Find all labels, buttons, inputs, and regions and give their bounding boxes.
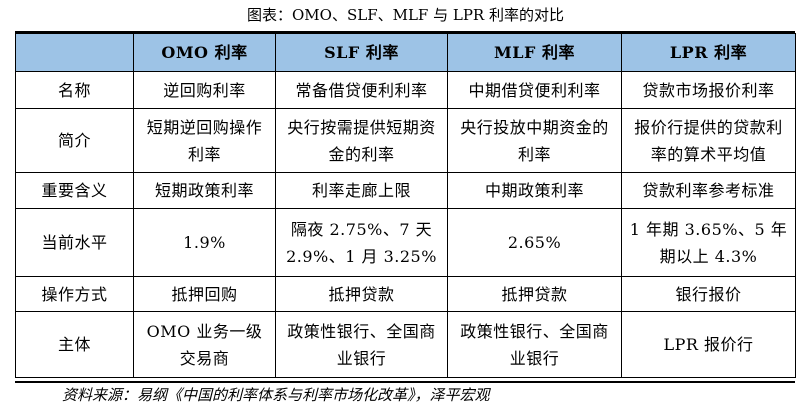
header-corner [15, 33, 134, 72]
table-cell: 抵押贷款 [275, 276, 448, 312]
table-cell: 抵押贷款 [447, 276, 622, 312]
table-row: 简介 短期逆回购操作利率 央行按需提供短期资金的利率 央行投放中期资金的利率 报… [15, 108, 796, 173]
table-cell: OMO 业务一级交易商 [133, 311, 276, 378]
row-label: 简介 [15, 108, 134, 173]
header-slf: SLF 利率 [275, 33, 448, 72]
table-cell: 报价行提供的贷款利率的算术平均值 [621, 108, 796, 173]
table-cell: 2.65% [447, 208, 622, 277]
table-caption: 图表：OMO、SLF、MLF 与 LPR 利率的对比 [247, 6, 564, 24]
row-label: 重要含义 [15, 172, 134, 209]
table-row: 名称 逆回购利率 常备借贷便利利率 中期借贷便利利率 贷款市场报价利率 [15, 71, 796, 109]
table-cell: 贷款利率参考标准 [621, 172, 796, 209]
table-cell: 短期逆回购操作利率 [133, 108, 276, 173]
table-row: 重要含义 短期政策利率 利率走廊上限 中期政策利率 贷款利率参考标准 [15, 172, 796, 209]
table-cell: 利率走廊上限 [275, 172, 448, 209]
row-label: 操作方式 [15, 276, 134, 312]
table-cell: 中期借贷便利利率 [447, 71, 622, 109]
table-cell: 1.9% [133, 208, 276, 277]
row-label: 主体 [15, 311, 134, 378]
source-note: 资料来源：易纲《中国的利率体系与利率市场化改革》，泽平宏观 [62, 386, 490, 404]
table-row: 操作方式 抵押回购 抵押贷款 抵押贷款 银行报价 [15, 276, 796, 312]
table-cell: 贷款市场报价利率 [621, 71, 796, 109]
table-cell: 中期政策利率 [447, 172, 622, 209]
table-cell: 短期政策利率 [133, 172, 276, 209]
row-label: 名称 [15, 71, 134, 109]
table-cell: 逆回购利率 [133, 71, 276, 109]
table-cell: 央行投放中期资金的利率 [447, 108, 622, 173]
table-cell: 政策性银行、全国商业银行 [447, 311, 622, 378]
table-cell: 银行报价 [621, 276, 796, 312]
table-cell: 常备借贷便利利率 [275, 71, 448, 109]
table-cell: LPR 报价行 [621, 311, 796, 378]
header-row: OMO 利率 SLF 利率 MLF 利率 LPR 利率 [15, 33, 796, 72]
table-cell: 政策性银行、全国商业银行 [275, 311, 448, 378]
row-label: 当前水平 [15, 208, 134, 277]
table-cell: 抵押回购 [133, 276, 276, 312]
header-mlf: MLF 利率 [447, 33, 622, 72]
top-rule [15, 31, 795, 33]
table-row: 主体 OMO 业务一级交易商 政策性银行、全国商业银行 政策性银行、全国商业银行… [15, 311, 796, 378]
bottom-rule [15, 381, 795, 383]
table-cell: 央行按需提供短期资金的利率 [275, 108, 448, 173]
header-omo: OMO 利率 [133, 33, 276, 72]
table-cell: 1 年期 3.65%、5 年期以上 4.3% [621, 208, 796, 277]
table-cell: 隔夜 2.75%、7 天 2.9%、1 月 3.25% [275, 208, 448, 277]
comparison-table: OMO 利率 SLF 利率 MLF 利率 LPR 利率 名称 逆回购利率 常备借… [15, 33, 796, 378]
header-lpr: LPR 利率 [621, 33, 796, 72]
table-row: 当前水平 1.9% 隔夜 2.75%、7 天 2.9%、1 月 3.25% 2.… [15, 208, 796, 277]
